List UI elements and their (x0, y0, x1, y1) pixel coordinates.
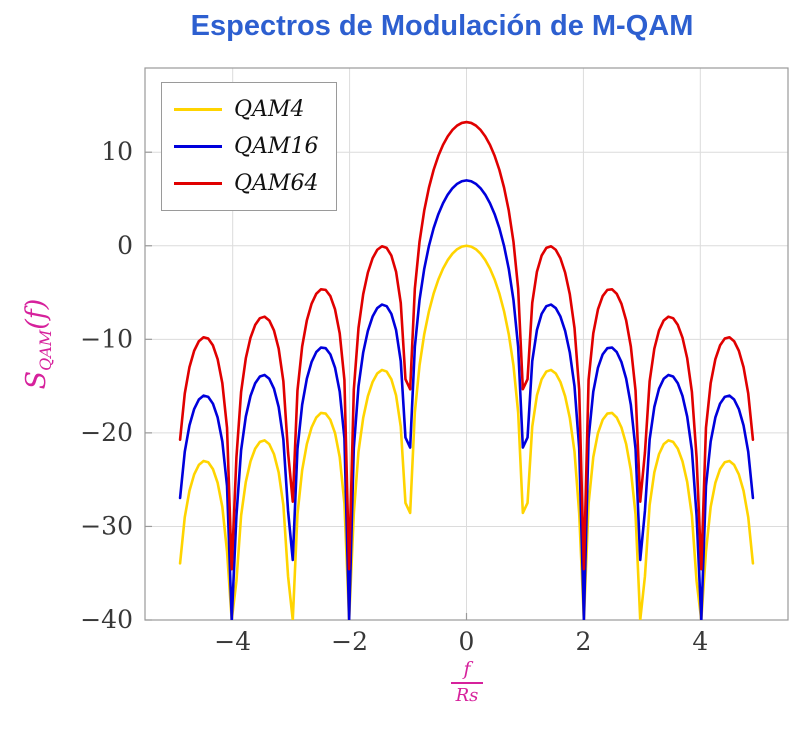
x-tick-label: −4 (214, 627, 251, 656)
y-axis-label: SQAM(f) (21, 299, 55, 390)
legend-item-QAM4: QAM4 (174, 91, 318, 128)
legend-label-QAM4: QAM4 (234, 97, 305, 122)
curve-QAM16 (178, 179, 755, 620)
legend-item-QAM16: QAM16 (174, 128, 318, 165)
y-tick-label: −20 (80, 418, 133, 447)
x-axis-label-numerator: f (463, 658, 471, 680)
y-tick-label: −10 (80, 324, 133, 353)
x-tick-label: 4 (692, 627, 708, 656)
y-axis-label-base: S (20, 370, 52, 390)
legend-label-QAM64: QAM64 (234, 171, 319, 196)
y-tick-label: −30 (80, 511, 133, 540)
x-axis-label-denominator: Rs (455, 685, 479, 706)
fraction-bar (451, 682, 483, 684)
y-tick-label: −40 (80, 605, 133, 634)
y-axis-label-sub: QAM (36, 329, 56, 371)
x-tick-label: 0 (459, 627, 475, 656)
legend-swatch-QAM64 (174, 182, 222, 185)
legend-swatch-QAM16 (174, 145, 222, 148)
curve-QAM4 (178, 244, 755, 620)
legend: QAM4 QAM16 QAM64 (161, 82, 338, 211)
y-axis-label-suffix: (f) (20, 298, 52, 330)
x-tick-label: 2 (575, 627, 591, 656)
y-tick-label: 10 (101, 137, 133, 166)
legend-item-QAM64: QAM64 (174, 165, 318, 202)
x-tick-label: −2 (331, 627, 368, 656)
curves (178, 120, 755, 620)
chart-title: Espectros de Modulación de M-QAM (190, 10, 694, 42)
curve-QAM64 (178, 120, 755, 571)
x-axis-label: f Rs (451, 660, 483, 705)
legend-label-QAM16: QAM16 (234, 134, 319, 159)
legend-swatch-QAM4 (174, 108, 222, 111)
y-tick-label: 0 (117, 231, 133, 260)
